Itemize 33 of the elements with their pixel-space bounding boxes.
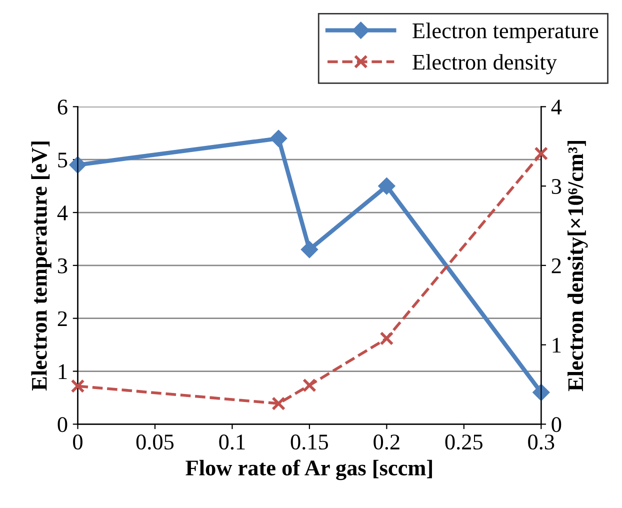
x-tick-label: 0.15 (290, 434, 328, 450)
point (272, 396, 286, 410)
y-tick-label: 3 (58, 258, 68, 274)
point (300, 241, 318, 258)
y-tick-label: 0 (58, 417, 68, 432)
point (270, 130, 288, 147)
y2-tick-label: 1 (552, 338, 561, 353)
x-tick-label: 0.25 (445, 434, 482, 450)
point (534, 146, 548, 160)
legend-label: Electron density (412, 54, 557, 74)
x-tick-label: 0.2 (374, 434, 400, 450)
point (378, 178, 396, 195)
point (70, 379, 85, 394)
x-tick-label: 0 (73, 434, 82, 450)
y2-tick-label: 4 (551, 100, 562, 114)
legend-label: Electron temperature (412, 22, 598, 43)
y-tick-label: 2 (58, 311, 67, 326)
x-tick-label: 0.3 (528, 434, 554, 450)
x-axis-title: Flow rate of Ar gas [sccm] (186, 460, 432, 480)
x-tick-label: 0.05 (136, 434, 174, 450)
y-axis-title: Electron temperature [eV] (31, 142, 52, 391)
y-tick-label: 6 (58, 100, 68, 115)
y2-tick-label: 3 (552, 179, 562, 194)
y-tick-label: 1 (58, 364, 67, 379)
y2-axis-title: Electron density[×10⁶/cm³] (568, 141, 588, 392)
point (380, 332, 394, 346)
y2-tick-label: 2 (552, 258, 561, 274)
y-tick-label: 4 (57, 206, 68, 220)
point (302, 378, 316, 392)
x-tick-label: 0.1 (219, 434, 245, 450)
point (532, 384, 550, 401)
y-tick-label: 5 (58, 152, 68, 168)
y2-tick-label: 0 (552, 417, 562, 432)
